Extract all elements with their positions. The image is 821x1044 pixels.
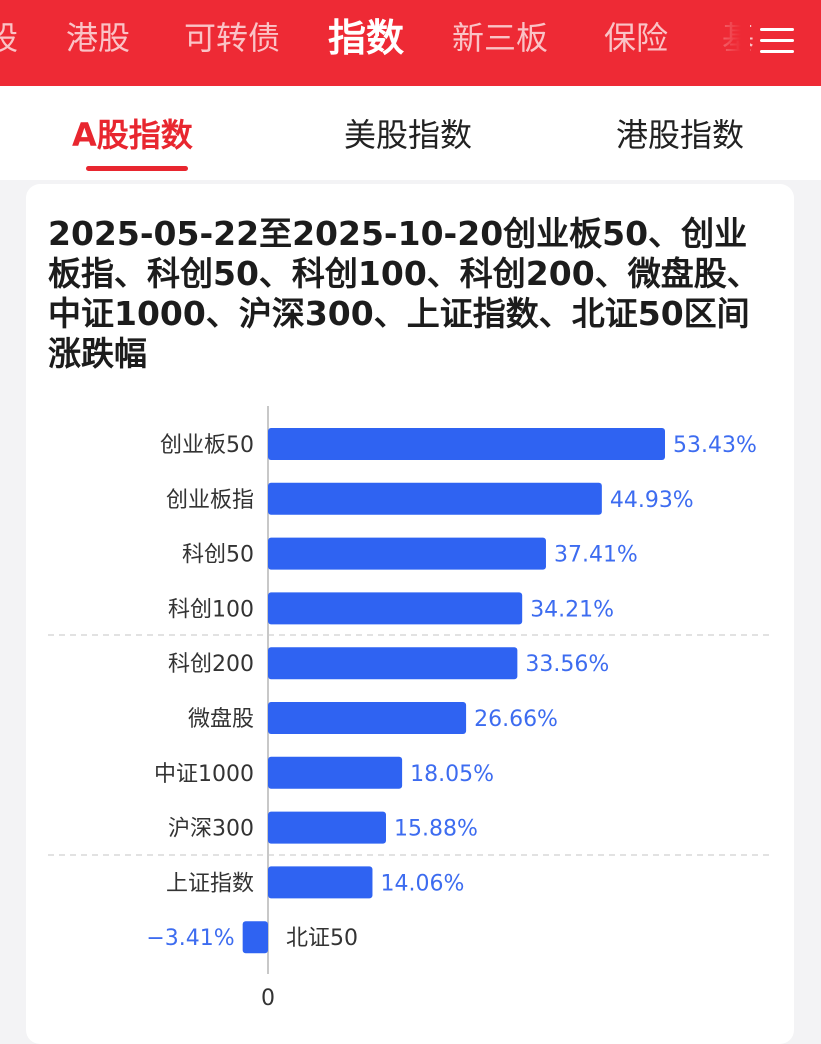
category-label: 科创50	[182, 543, 254, 568]
value-label: 37.41%	[554, 543, 638, 568]
category-label: 科创200	[168, 652, 254, 677]
tab-a-share-index[interactable]: A股指数	[72, 116, 193, 154]
top-nav: 股 港股 可转债 指数 新三板 保险 基	[0, 0, 821, 86]
chart-title: 2025-05-22至2025-10-20创业板50、创业板指、科创50、科创1…	[48, 214, 760, 373]
value-label: 34.21%	[530, 597, 614, 622]
bar	[268, 428, 665, 460]
hamburger-menu-icon[interactable]	[760, 24, 796, 54]
value-label: 53.43%	[673, 433, 757, 458]
value-label: 14.06%	[380, 871, 464, 896]
value-label: 18.05%	[410, 762, 494, 787]
bar	[268, 482, 602, 515]
zero-tick-label: 0	[261, 986, 275, 1011]
bar	[268, 537, 546, 570]
top-tab-insurance[interactable]: 保险	[604, 19, 669, 57]
bar	[268, 592, 523, 625]
tab-us-index[interactable]: 美股指数	[344, 116, 473, 154]
category-label: 上证指数	[166, 871, 254, 896]
category-label: 沪深300	[168, 817, 254, 842]
category-label: 中证1000	[154, 762, 254, 787]
category-label: 创业板指	[166, 488, 254, 513]
top-tab-convertible-bond[interactable]: 可转债	[184, 19, 281, 57]
bar	[268, 756, 403, 789]
category-label: 北证50	[286, 926, 358, 951]
value-label: 44.93%	[610, 488, 694, 513]
bar	[268, 811, 386, 844]
active-tab-indicator	[86, 166, 188, 171]
bar	[242, 921, 268, 954]
top-tab-index[interactable]: 指数	[328, 16, 405, 60]
value-label: 15.88%	[394, 817, 478, 842]
top-tab-hk-stock[interactable]: 港股	[66, 19, 131, 57]
top-tab-stock[interactable]: 股	[0, 19, 19, 57]
category-label: 科创100	[168, 597, 254, 622]
bar	[268, 647, 518, 680]
top-tab-new-otc[interactable]: 新三板	[452, 19, 549, 57]
category-label: 创业板50	[160, 433, 254, 458]
bar	[268, 702, 467, 734]
category-label: 微盘股	[188, 707, 254, 732]
value-label: −3.41%	[146, 926, 234, 951]
value-label: 26.66%	[474, 707, 558, 732]
tab-hk-index[interactable]: 港股指数	[616, 116, 745, 154]
tab-fade-overlay	[690, 0, 750, 86]
sub-tabs: A股指数 美股指数 港股指数	[0, 86, 821, 180]
bar	[268, 866, 373, 899]
value-label: 33.56%	[525, 652, 609, 677]
